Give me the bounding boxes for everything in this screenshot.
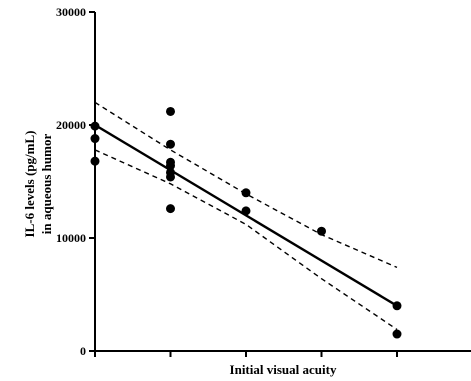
data-point xyxy=(166,106,175,116)
y-tick-label: 0 xyxy=(80,344,86,358)
y-tick-label: 30000 xyxy=(56,5,86,19)
data-point xyxy=(241,188,251,198)
data-point xyxy=(166,161,175,171)
data-point xyxy=(317,226,326,236)
data-point xyxy=(392,301,402,311)
data-point xyxy=(392,329,402,339)
y-axis-title-line1: IL-6 levels (pg/mL) xyxy=(22,131,37,238)
confidence-band-lower xyxy=(94,149,398,331)
y-tick-label: 20000 xyxy=(56,118,86,132)
y-tick-label: 10000 xyxy=(56,231,86,245)
regression-line xyxy=(94,123,398,307)
data-point xyxy=(166,139,175,149)
data-points xyxy=(90,106,402,339)
data-point xyxy=(166,204,175,214)
x-axis-title: Initial visual acuity xyxy=(230,362,337,377)
y-axis-ticks: 0 10000 20000 30000 xyxy=(56,5,95,358)
data-point xyxy=(166,172,175,182)
confidence-band-upper xyxy=(94,101,398,269)
data-point xyxy=(241,206,251,216)
y-axis-title-line2: in aqueous humor xyxy=(39,134,54,235)
